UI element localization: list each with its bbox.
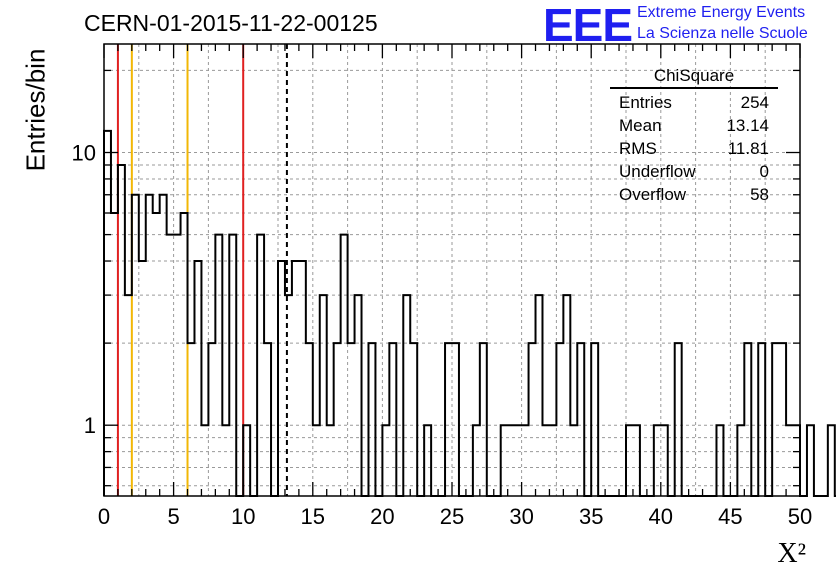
stats-value: 0 [759, 162, 769, 181]
x-tick-label: 10 [231, 504, 255, 529]
stats-row: Entries 254 [610, 91, 778, 114]
x-tick-label: 40 [649, 504, 673, 529]
x-tick-label: 35 [579, 504, 603, 529]
y-axis: 1 10 [72, 69, 800, 487]
x-tick-label: 50 [788, 504, 812, 529]
stats-value: 13.14 [726, 116, 769, 135]
logo-line-1: Extreme Energy Events [637, 4, 806, 21]
y-tick-label: 1 [84, 413, 96, 438]
stats-value: 58 [750, 185, 769, 204]
x-tick-label: 15 [301, 504, 325, 529]
x-axis-label: X² [777, 538, 806, 569]
stats-label: Overflow [619, 185, 687, 204]
stats-title: ChiSquare [610, 66, 778, 89]
stats-row: RMS 11.81 [610, 137, 778, 160]
stats-row: Mean 13.14 [610, 114, 778, 137]
stats-box: ChiSquare Entries 254 Mean 13.14 RMS 11.… [610, 66, 778, 206]
logo-line-2: La Scienza nelle Scuole [637, 25, 808, 42]
x-tick-label: 5 [167, 504, 179, 529]
stats-label: Entries [619, 93, 672, 112]
stats-label: Underflow [619, 162, 696, 181]
x-tick-label: 30 [509, 504, 533, 529]
x-tick-label: 0 [98, 504, 110, 529]
x-tick-label: 25 [440, 504, 464, 529]
x-tick-label: 45 [718, 504, 742, 529]
stats-label: RMS [619, 139, 657, 158]
eee-logo: EEE [543, 0, 633, 51]
x-tick-label: 20 [370, 504, 394, 529]
stats-row: Underflow 0 [610, 160, 778, 183]
stats-row: Overflow 58 [610, 183, 778, 206]
y-axis-label: Entries/bin [20, 48, 51, 172]
x-axis: 0 5 10 15 20 25 30 35 40 45 50 [98, 44, 812, 529]
chart-title: CERN-01-2015-11-22-00125 [84, 10, 378, 36]
stats-label: Mean [619, 116, 662, 135]
stats-value: 11.81 [727, 139, 769, 158]
stats-value: 254 [740, 93, 769, 112]
y-tick-label: 10 [72, 141, 96, 166]
